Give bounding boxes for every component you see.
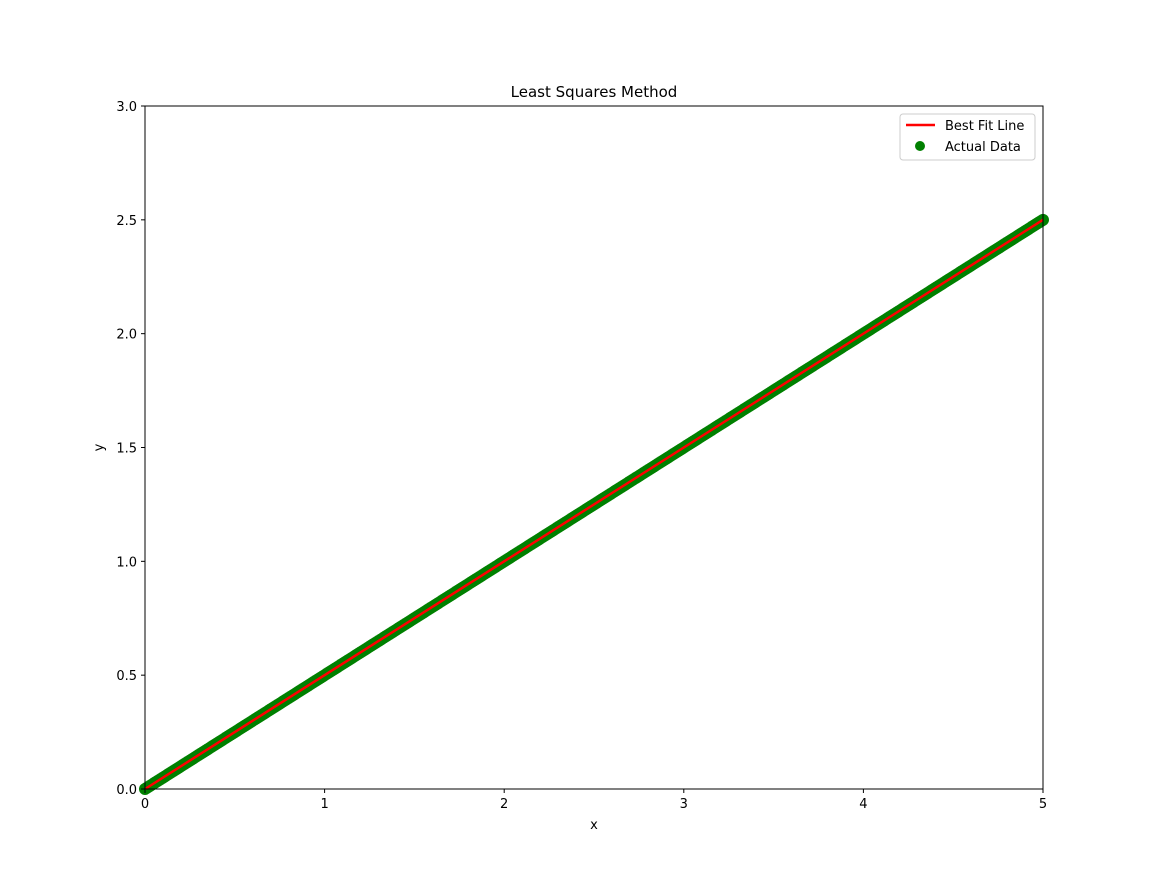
plot-area — [139, 105, 1049, 795]
x-axis-label: x — [590, 818, 598, 833]
chart-title: Least Squares Method — [511, 83, 678, 101]
x-axis: 0 1 2 3 4 5 — [141, 789, 1047, 812]
legend-label-best-fit-line: Best Fit Line — [945, 119, 1024, 134]
y-tick-label: 1.5 — [116, 442, 137, 457]
y-tick-label: 0.5 — [116, 669, 137, 684]
y-tick-label: 3.0 — [116, 100, 137, 115]
legend-swatch-actual-data — [915, 141, 925, 151]
legend-label-actual-data: Actual Data — [945, 140, 1021, 155]
y-tick-label: 1.0 — [116, 555, 137, 570]
y-axis-label: y — [92, 443, 107, 451]
y-tick-label: 0.0 — [116, 783, 137, 798]
legend: Best Fit Line Actual Data — [899, 113, 1036, 161]
x-tick-label: 0 — [141, 797, 149, 812]
x-tick-label: 4 — [859, 797, 867, 812]
y-tick-label: 2.0 — [116, 328, 137, 343]
y-axis: 0.0 0.5 1.0 1.5 2.0 2.5 3.0 — [116, 100, 145, 798]
x-tick-label: 2 — [500, 797, 508, 812]
x-tick-label: 3 — [680, 797, 688, 812]
x-tick-label: 5 — [1039, 797, 1047, 812]
best-fit-line — [144, 218, 1044, 791]
line-series-best-fit — [144, 218, 1044, 791]
y-tick-label: 2.5 — [116, 214, 137, 229]
x-tick-label: 1 — [320, 797, 328, 812]
